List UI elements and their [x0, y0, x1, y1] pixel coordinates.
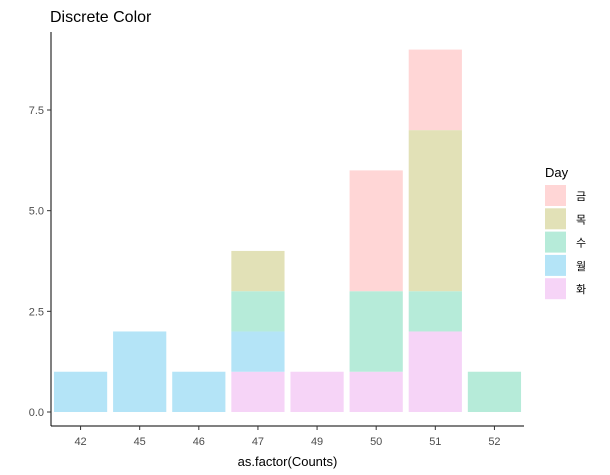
- x-tick-label: 50: [370, 436, 382, 448]
- legend-key-금: [545, 185, 566, 206]
- y-axis-ticks: 0.0 2.5 5.0 7.5: [29, 105, 51, 419]
- legend-label-화: 화: [576, 283, 586, 296]
- bar-51-목: [408, 130, 462, 292]
- x-tick-label: 52: [488, 436, 500, 448]
- bar-51-수: [408, 291, 462, 332]
- legend-title: Day: [545, 165, 569, 180]
- bar-50-수: [349, 291, 403, 372]
- x-tick-label: 45: [134, 436, 146, 448]
- bar-42-월: [53, 371, 108, 412]
- bar-52-수: [467, 371, 522, 412]
- bar-50-금: [349, 170, 403, 292]
- plot-area: [53, 49, 522, 412]
- legend-label-금: 금: [576, 190, 586, 203]
- bar-50-화: [349, 371, 403, 412]
- legend-key-화: [545, 278, 566, 300]
- bar-47-화: [231, 371, 285, 412]
- bar-51-화: [408, 331, 462, 412]
- bar-47-월: [231, 331, 285, 372]
- legend-label-월: 월: [576, 260, 586, 273]
- x-tick-label: 51: [429, 436, 441, 448]
- x-tick-label: 42: [74, 436, 86, 448]
- bar-51-금: [408, 49, 462, 131]
- x-tick-label: 47: [252, 436, 264, 448]
- x-axis-ticks: 42 45 46 47 49 50 51 52: [74, 426, 501, 448]
- x-tick-label: 49: [311, 436, 323, 448]
- legend-key-수: [545, 231, 566, 253]
- x-axis-title: as.factor(Counts): [238, 454, 338, 469]
- bar-45-월: [113, 331, 167, 412]
- legend-key-목: [545, 208, 566, 230]
- bar-46-월: [172, 371, 226, 412]
- bar-47-수: [231, 291, 285, 332]
- chart-title: Discrete Color: [50, 9, 152, 26]
- y-tick-label: 5.0: [29, 206, 44, 218]
- y-tick-label: 7.5: [29, 105, 44, 117]
- bar-47-목: [231, 250, 285, 292]
- y-tick-label: 0.0: [29, 407, 44, 419]
- legend-key-월: [545, 254, 566, 276]
- legend-label-수: 수: [576, 237, 586, 250]
- y-tick-label: 2.5: [29, 306, 44, 318]
- legend-label-목: 목: [576, 213, 586, 226]
- x-tick-label: 46: [193, 436, 205, 448]
- bar-49-화: [290, 371, 344, 412]
